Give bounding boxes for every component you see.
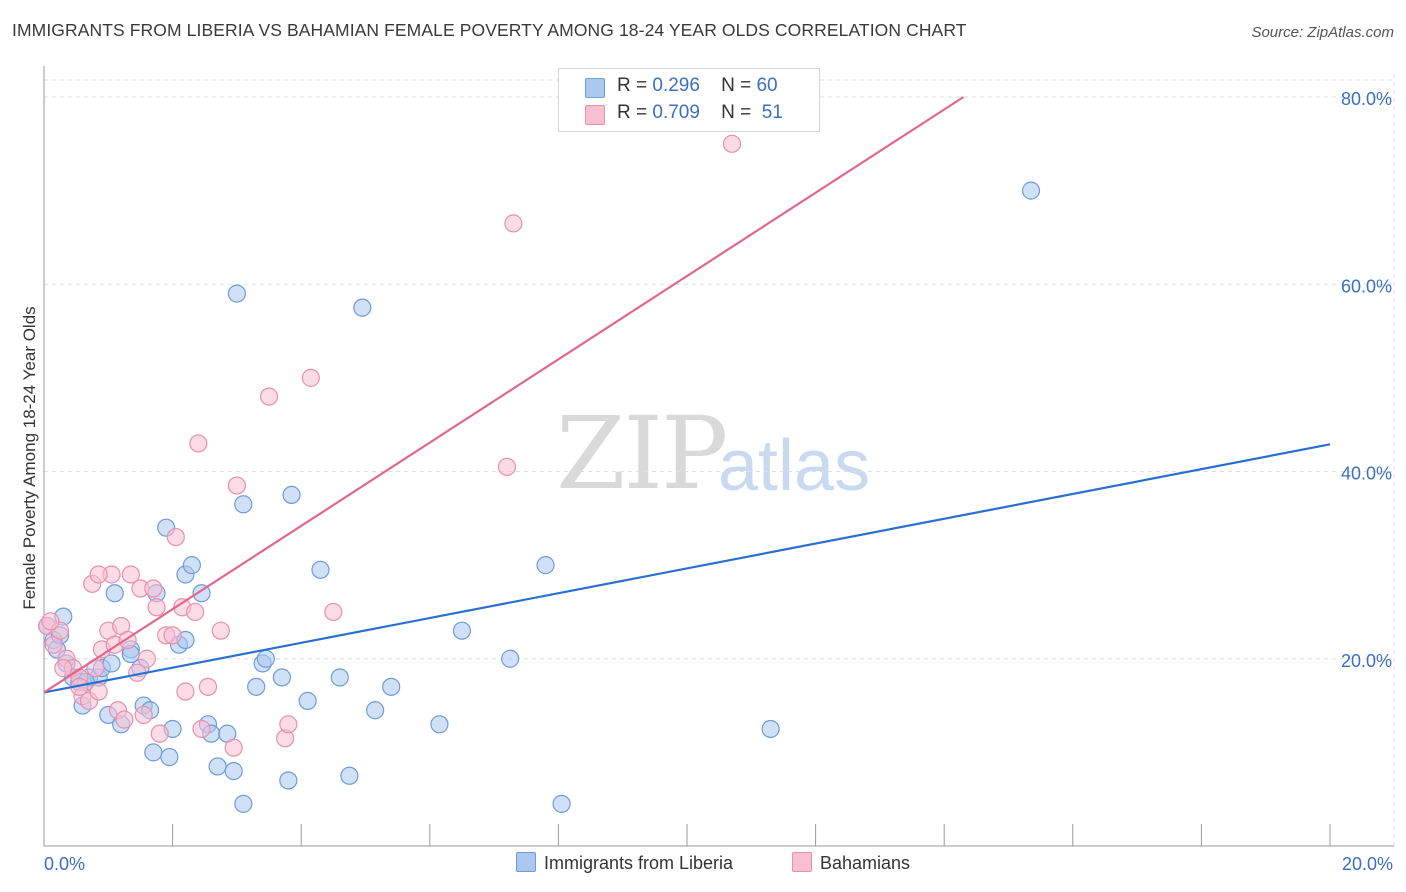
point-bahamians [227,476,246,495]
legend-n-label: N = [721,75,752,96]
point-bahamians [186,602,205,622]
point-liberia [353,298,372,317]
point-liberia [330,668,349,687]
point-bahamians [115,710,134,729]
point-bahamians [497,457,517,476]
point-liberia [224,761,243,781]
point-bahamians [192,719,211,739]
legend-r-label: R = [617,75,648,96]
point-liberia [366,701,385,720]
x-tick-label: 20.0% [1342,854,1393,874]
point-liberia [182,556,201,575]
point-liberia [234,794,253,813]
point-bahamians [504,214,523,233]
point-liberia [234,495,253,514]
point-liberia [208,757,227,776]
point-bahamians [301,368,320,387]
point-liberia [536,556,555,575]
bottom-legend-bahamians: Bahamians [792,852,910,874]
point-liberia [452,621,472,640]
legend-swatch-liberia [585,78,605,98]
y-tick-label: 60.0% [1341,276,1392,296]
point-bahamians [89,565,108,584]
point-liberia [227,284,246,303]
legend-n-value-bahamians: 51 [761,102,783,123]
source-label: Source: ZipAtlas.com [1251,24,1394,41]
point-bahamians [54,659,73,678]
point-liberia [247,677,266,696]
point-bahamians [324,602,343,622]
point-bahamians [121,565,140,584]
bottom-legend-swatch-bahamians [792,852,812,872]
legend-n-value-liberia: 60 [756,75,778,96]
y-tick-label: 40.0% [1341,464,1392,484]
y-tick-label: 80.0% [1341,89,1392,109]
x-tick-label: 0.0% [44,854,85,874]
point-bahamians [166,527,185,547]
point-bahamians [89,682,108,701]
point-bahamians [134,705,153,725]
watermark-zip: ZIP [556,395,728,512]
legend-n-label: N = [721,102,752,123]
point-bahamians [41,612,60,631]
point-liberia [340,766,359,785]
trendline-liberia [43,443,1331,694]
legend-r-value-bahamians: 0.709 [652,102,700,123]
point-liberia [311,560,330,579]
point-bahamians [176,682,195,701]
bottom-legend-label-bahamians: Bahamians [820,853,911,873]
point-liberia [430,715,449,734]
point-liberia [282,485,301,505]
bottom-legend-liberia: Immigrants from Liberia [516,852,733,874]
point-bahamians [189,434,208,453]
correlation-legend: R = 0.296 N = 60 R = 0.709 N = 51 [558,68,820,132]
point-liberia [105,584,124,603]
point-bahamians [137,649,156,668]
point-liberia [256,649,275,668]
point-bahamians [147,598,166,617]
point-liberia [382,677,401,696]
point-liberia [761,719,780,739]
point-liberia [144,743,163,762]
point-bahamians [224,738,243,757]
point-liberia [1021,181,1041,200]
y-tick-label: 20.0% [1341,651,1392,671]
legend-r-label: R = [617,102,648,123]
point-bahamians [144,579,163,598]
point-liberia [298,691,317,710]
point-bahamians [259,387,279,406]
point-bahamians [163,626,182,645]
legend-swatch-bahamians [585,105,605,125]
bottom-legend-label-liberia: Immigrants from Liberia [544,853,734,873]
bottom-legend-swatch-liberia [516,852,536,872]
point-liberia [272,668,292,687]
point-bahamians [198,677,218,696]
point-liberia [501,649,520,668]
point-bahamians [279,715,298,734]
y-axis-label: Female Poverty Among 18-24 Year Olds [20,306,39,610]
trendline-bahamians [43,96,965,694]
legend-r-value-liberia: 0.296 [652,75,700,96]
watermark-atlas: atlas [718,426,871,506]
chart-title: IMMIGRANTS FROM LIBERIA VS BAHAMIAN FEMA… [12,20,967,40]
point-liberia [279,771,298,790]
point-bahamians [722,134,742,153]
point-bahamians [150,724,169,743]
point-liberia [160,747,179,767]
point-liberia [552,794,571,813]
point-bahamians [211,621,230,640]
